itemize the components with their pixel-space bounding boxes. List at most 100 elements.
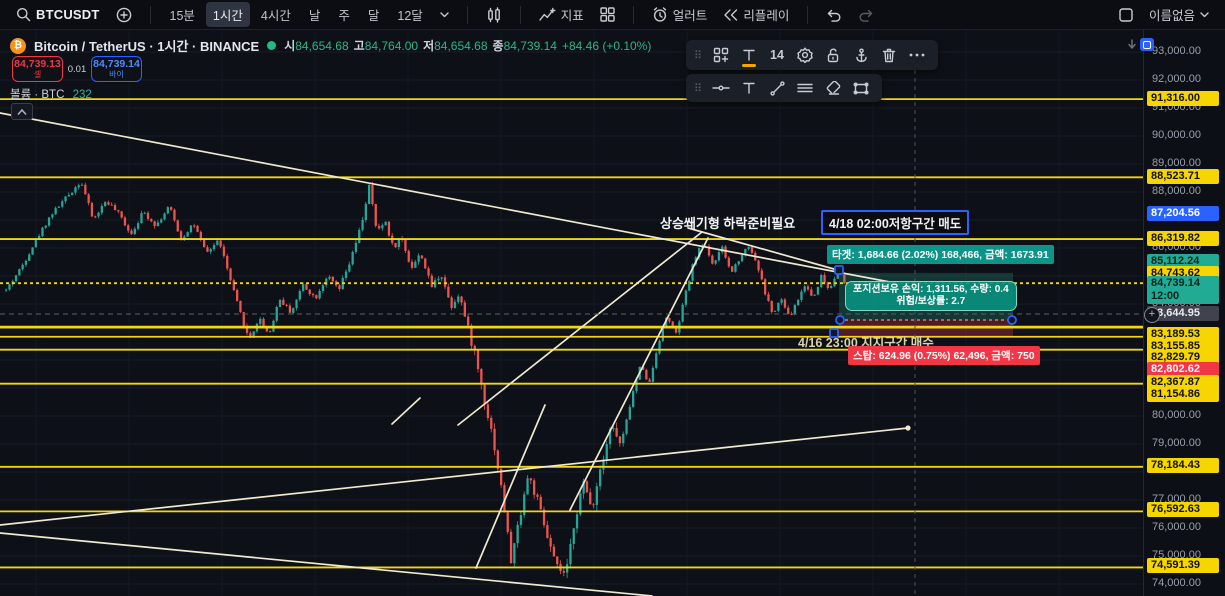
unlock-icon bbox=[827, 48, 839, 62]
interval-4h[interactable]: 4시간 bbox=[260, 9, 291, 23]
pnl-line2: 위험/보상률: 2.7 bbox=[896, 296, 966, 307]
text-tool-icon bbox=[743, 82, 755, 94]
drawing-handle[interactable] bbox=[1007, 315, 1017, 325]
chevron-down-icon bbox=[1200, 11, 1209, 17]
price-label-yellow: 91,316.00 bbox=[1147, 91, 1219, 106]
interval-menu-button[interactable] bbox=[434, 9, 455, 21]
volume-value: 232 bbox=[72, 89, 92, 101]
sell-label: 셀 bbox=[33, 69, 42, 79]
wedge-warning-text[interactable]: 상승쐐기형 하락준비필요 bbox=[660, 216, 796, 231]
template-button[interactable] bbox=[708, 43, 734, 67]
replay-icon bbox=[724, 8, 738, 21]
symbol-search-button[interactable]: BTCUSDT bbox=[10, 4, 106, 25]
interval-1d[interactable]: 날 bbox=[308, 9, 321, 23]
indicators-icon bbox=[539, 7, 556, 21]
drawing-handle[interactable] bbox=[829, 328, 839, 338]
buy-button[interactable]: 84,739.14 바이 bbox=[91, 56, 142, 82]
drag-handle[interactable]: ⠿ bbox=[694, 49, 702, 62]
low-label: 저 bbox=[423, 39, 435, 53]
checkbox-icon bbox=[1119, 7, 1133, 22]
lock-button[interactable] bbox=[820, 43, 846, 67]
price-tick: 89,000.00 bbox=[1152, 157, 1201, 169]
volume-label: 볼륨 · BTC bbox=[10, 89, 65, 101]
layout-save-checkbox[interactable] bbox=[1113, 5, 1139, 25]
price-tick: 90,000.00 bbox=[1152, 129, 1201, 141]
eraser-button[interactable] bbox=[820, 76, 846, 100]
position-target-label[interactable]: 타겟: 1,684.66 (2.02%) 168,466, 금액: 1673.9… bbox=[827, 245, 1054, 264]
more-options-button[interactable] bbox=[904, 43, 930, 67]
search-icon bbox=[17, 8, 31, 22]
drawing-handle[interactable] bbox=[835, 315, 845, 325]
high-value: 84,764.00 bbox=[364, 39, 419, 53]
buy-label: 바이 bbox=[109, 69, 124, 79]
chart-legend: ₿ Bitcoin / TetherUS · 1시간 · BINANCE 시84… bbox=[10, 36, 656, 55]
chart-style-button[interactable] bbox=[480, 4, 508, 26]
redo-icon bbox=[859, 9, 873, 22]
price-tick: 80,000.00 bbox=[1152, 409, 1201, 421]
maximize-pane-button[interactable] bbox=[1140, 38, 1154, 51]
sell-button[interactable]: 84,739.13 셀 bbox=[12, 56, 63, 82]
text-tool-button-2[interactable] bbox=[736, 76, 762, 100]
candles bbox=[5, 182, 846, 578]
replay-button[interactable]: 리플레이 bbox=[717, 2, 795, 27]
position-stop-label[interactable]: 스탑: 624.96 (0.75%) 62,496, 금액: 750 bbox=[848, 346, 1040, 365]
price-tick: 74,000.00 bbox=[1152, 577, 1201, 589]
parallel-channel-button[interactable] bbox=[792, 76, 818, 100]
text-tool-button[interactable] bbox=[736, 43, 762, 67]
interval-1h[interactable]: 1시간 bbox=[205, 2, 250, 27]
price-label-yellow: 74,591.39 bbox=[1147, 558, 1219, 573]
interval-12mo[interactable]: 12달 bbox=[397, 9, 423, 23]
open-label: 시 bbox=[284, 39, 296, 53]
price-label-yellow: 82,829.79 bbox=[1147, 350, 1219, 365]
legend-title[interactable]: Bitcoin / TetherUS · 1시간 · BINANCE bbox=[34, 39, 260, 54]
undo-button[interactable] bbox=[820, 5, 848, 25]
anchor-icon bbox=[855, 47, 867, 62]
interval-15m[interactable]: 15분 bbox=[169, 9, 195, 23]
pane-collapse-button[interactable] bbox=[11, 103, 33, 120]
position-pnl-box[interactable]: 포지션보유 손익: 1,311.56, 수량: 0.4 위험/보상률: 2.7 bbox=[845, 281, 1017, 311]
settings-button[interactable] bbox=[792, 43, 818, 67]
volume-legend[interactable]: 볼륨 · BTC 232 bbox=[10, 86, 92, 102]
price-tick: 88,000.00 bbox=[1152, 185, 1201, 197]
close-value: 84,739.14 bbox=[503, 39, 557, 53]
low-value: 84,654.68 bbox=[434, 39, 488, 53]
layout-name-button[interactable]: 이름없음 bbox=[1143, 2, 1215, 27]
font-size-button[interactable]: 14 bbox=[770, 48, 784, 62]
price-label-yellow: 81,154.86 bbox=[1147, 387, 1219, 402]
price-label-gray: 83,644.95 bbox=[1147, 306, 1219, 321]
price-label-yellow: 76,592.63 bbox=[1147, 502, 1219, 517]
buy-price: 84,739.14 bbox=[93, 57, 140, 70]
symbol-label: BTCUSDT bbox=[36, 7, 100, 22]
template-grid-plus-icon bbox=[713, 47, 729, 63]
indicators-label: 지표 bbox=[560, 9, 584, 23]
price-tick: 76,000.00 bbox=[1152, 521, 1201, 533]
redo-button[interactable] bbox=[852, 5, 880, 25]
alert-button[interactable]: 얼러트 bbox=[646, 2, 714, 27]
interval-1mo[interactable]: 달 bbox=[367, 9, 380, 23]
trend-line-tool-button[interactable] bbox=[764, 76, 790, 100]
drawing-handle[interactable] bbox=[834, 265, 844, 275]
drag-handle[interactable]: ⠿ bbox=[694, 82, 702, 95]
ohlc-values: 시84,654.68 고84,764.00 저84,654.68 종84,739.14… bbox=[284, 37, 656, 54]
compare-add-button[interactable] bbox=[110, 4, 138, 26]
top-toolbar: BTCUSDT 15분 1시간 4시간 날 주 달 12달 지표 bbox=[0, 0, 1225, 30]
layout-grid-button[interactable] bbox=[594, 4, 621, 25]
text-tool-icon bbox=[743, 49, 755, 61]
add-alert-plus-icon[interactable]: + bbox=[1144, 307, 1160, 323]
resistance-note-box[interactable]: 4/18 02:00저항구간 매도 bbox=[821, 210, 970, 235]
rectangle-tool-button[interactable] bbox=[848, 76, 874, 100]
drawing-toolbar-row2: ⠿ bbox=[686, 74, 882, 102]
anchor-button[interactable] bbox=[848, 43, 874, 67]
move-pane-down-icon[interactable] bbox=[1127, 39, 1137, 50]
alert-label: 얼러트 bbox=[672, 9, 708, 23]
spread-value: 0.01 bbox=[67, 63, 87, 75]
interval-1w[interactable]: 주 bbox=[338, 9, 350, 23]
delete-button[interactable] bbox=[876, 43, 902, 67]
price-label-teal: 85,112.24 bbox=[1147, 254, 1219, 269]
market-status-dot-icon bbox=[267, 41, 277, 50]
price-label-blue: 87,204.56 bbox=[1147, 206, 1219, 221]
indicators-button[interactable]: 지표 bbox=[533, 2, 590, 27]
price-tick: 79,000.00 bbox=[1152, 437, 1201, 449]
alarm-clock-icon bbox=[653, 6, 666, 22]
cross-line-tool-button[interactable] bbox=[708, 76, 734, 100]
